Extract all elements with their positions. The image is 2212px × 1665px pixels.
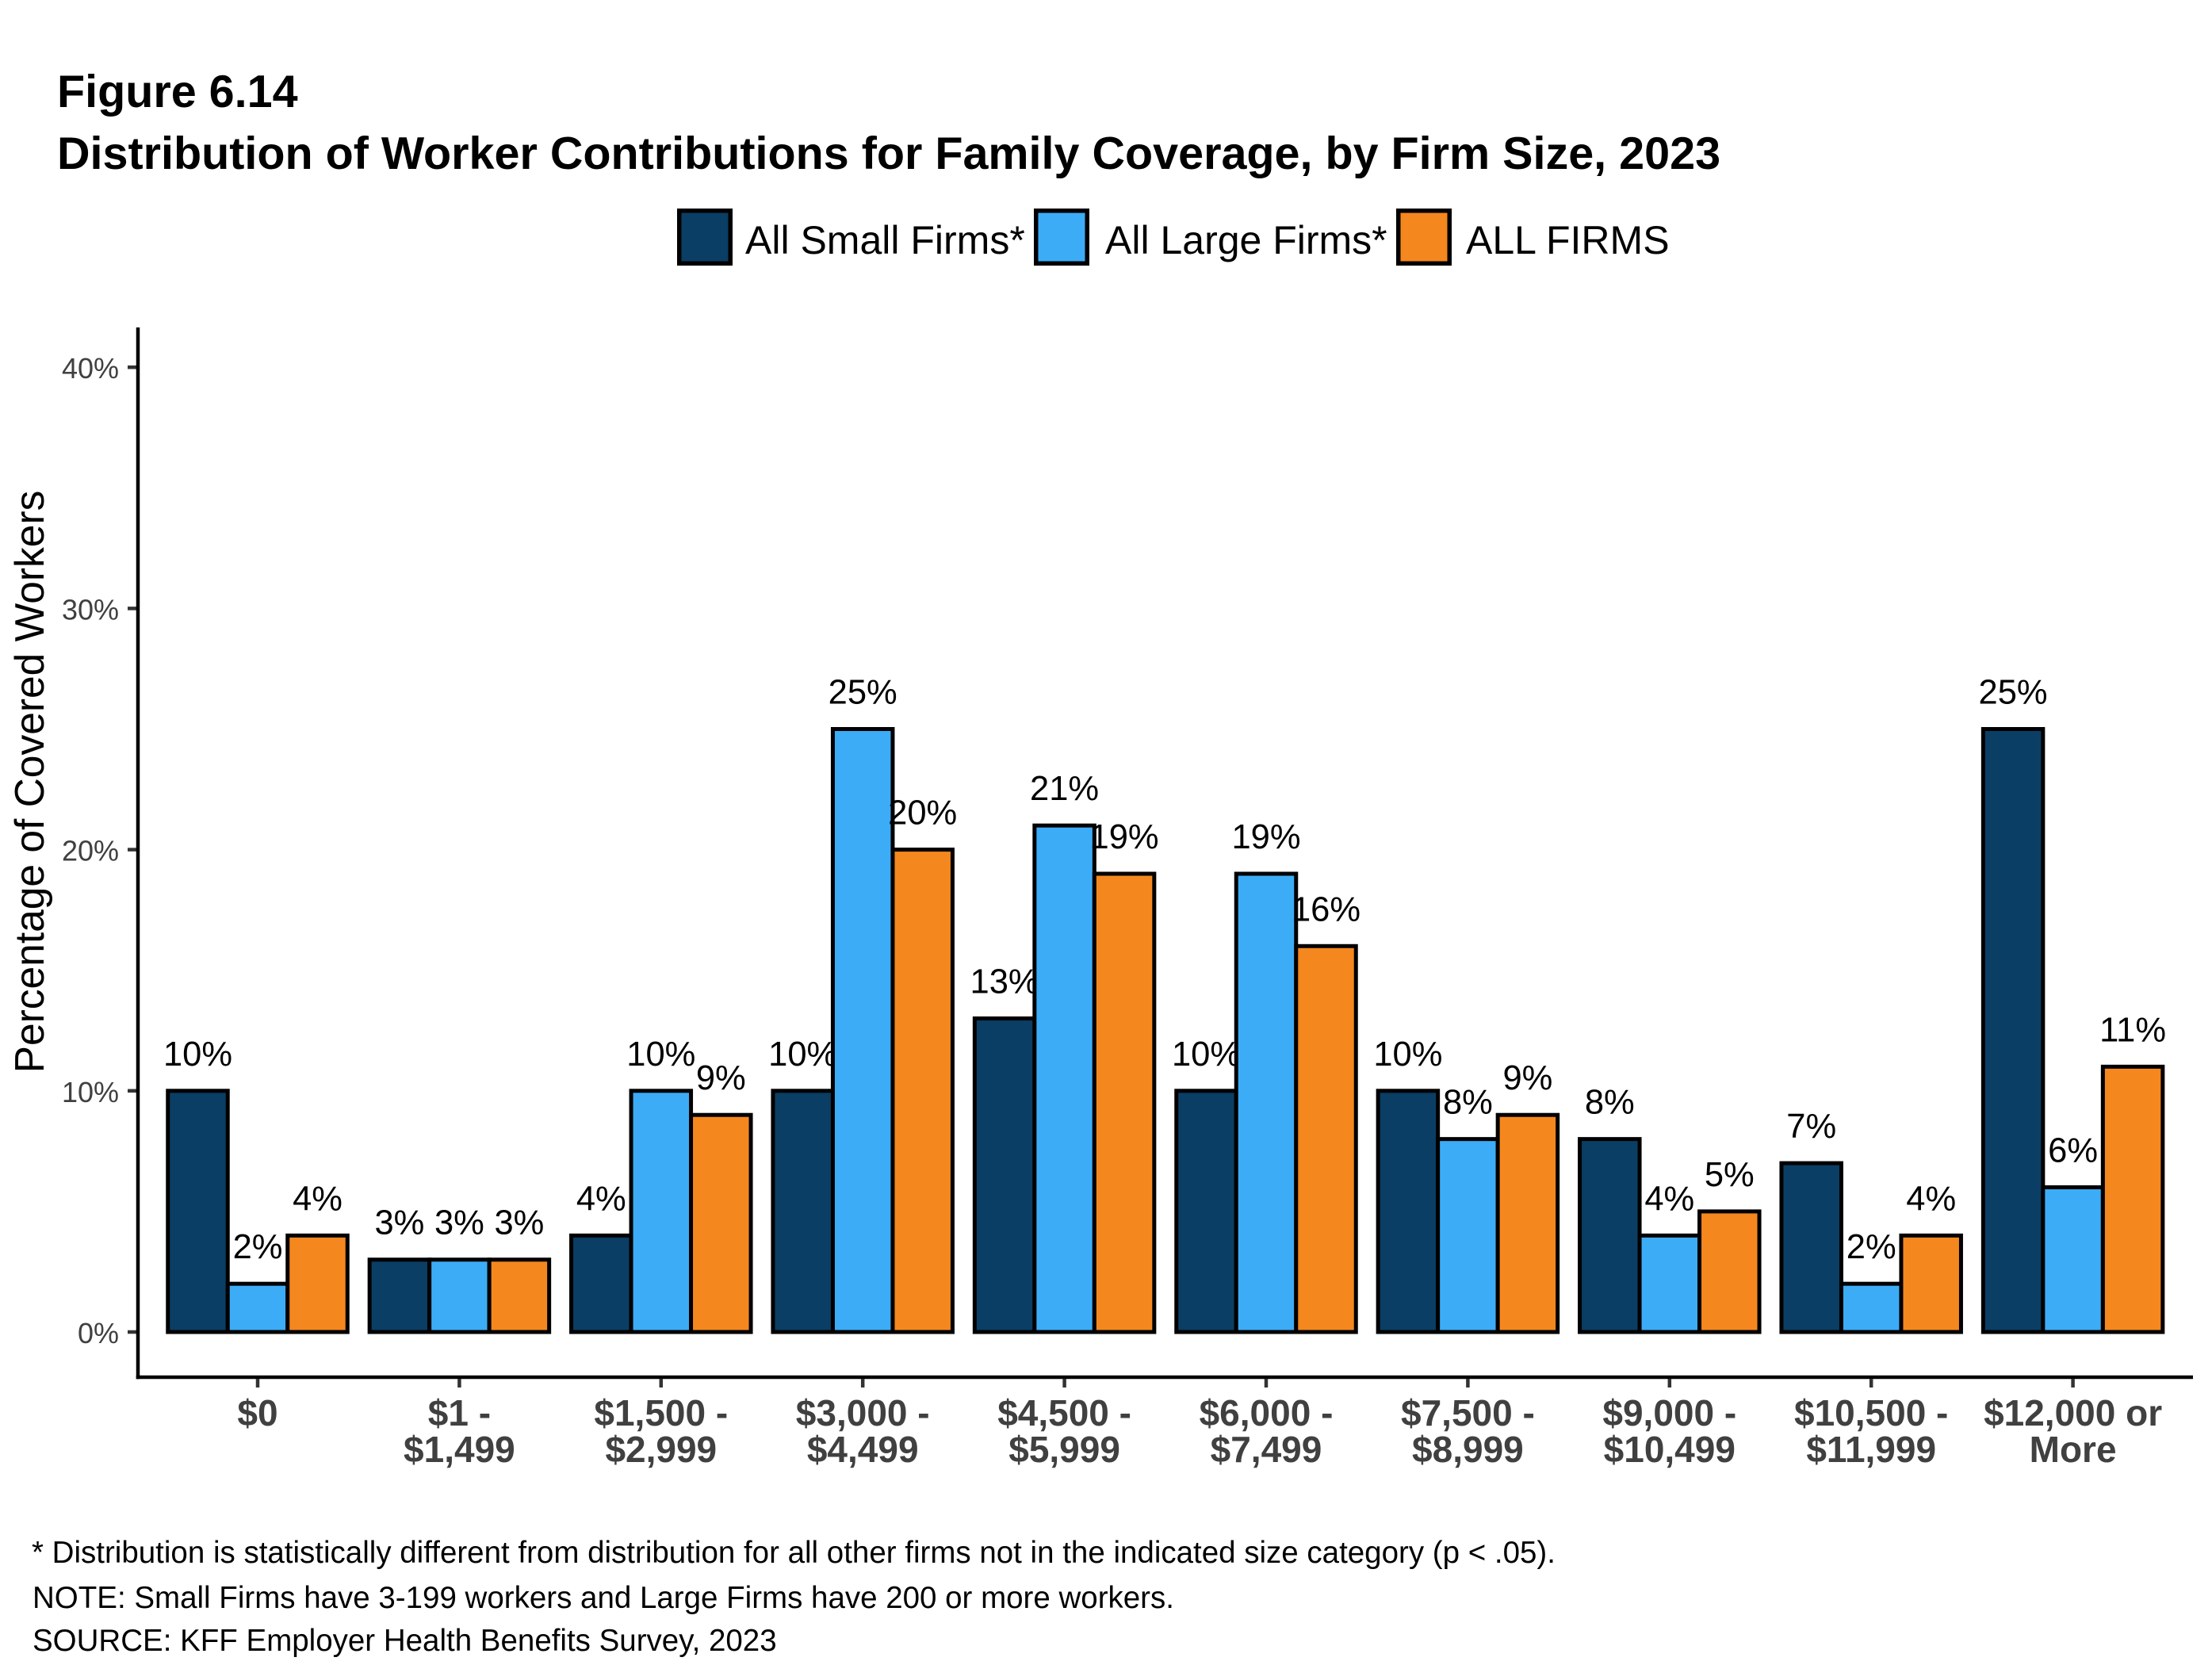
svg-text:5%: 5% bbox=[1705, 1156, 1755, 1194]
svg-text:$9,000 -: $9,000 - bbox=[1602, 1392, 1736, 1433]
svg-text:2%: 2% bbox=[233, 1228, 283, 1266]
svg-text:25%: 25% bbox=[1979, 674, 2048, 712]
svg-text:Percentage of Covered Workers: Percentage of Covered Workers bbox=[6, 491, 52, 1074]
svg-text:$6,000 -: $6,000 - bbox=[1200, 1392, 1334, 1433]
svg-text:$1,500 -: $1,500 - bbox=[594, 1392, 728, 1433]
svg-text:* Distribution is statisticall: * Distribution is statistically differen… bbox=[32, 1536, 1556, 1570]
svg-text:$10,500 -: $10,500 - bbox=[1794, 1392, 1948, 1433]
svg-text:40%: 40% bbox=[62, 352, 119, 385]
svg-text:25%: 25% bbox=[829, 674, 897, 712]
svg-text:$2,999: $2,999 bbox=[605, 1429, 717, 1470]
svg-text:4%: 4% bbox=[1644, 1180, 1694, 1218]
svg-text:All Large Firms*: All Large Firms* bbox=[1105, 218, 1387, 262]
svg-text:Figure 6.14: Figure 6.14 bbox=[57, 67, 298, 117]
svg-text:$12,000 or: $12,000 or bbox=[1984, 1392, 2162, 1433]
svg-text:20%: 20% bbox=[888, 794, 957, 832]
svg-text:$1 -: $1 - bbox=[428, 1392, 491, 1433]
svg-text:3%: 3% bbox=[494, 1204, 544, 1242]
svg-text:$0: $0 bbox=[237, 1392, 277, 1433]
svg-text:$7,499: $7,499 bbox=[1211, 1429, 1322, 1470]
svg-text:ALL FIRMS: ALL FIRMS bbox=[1466, 218, 1670, 262]
svg-text:SOURCE: KFF Employer Health Be: SOURCE: KFF Employer Health Benefits Sur… bbox=[33, 1624, 777, 1658]
svg-text:0%: 0% bbox=[78, 1317, 119, 1349]
svg-text:4%: 4% bbox=[1906, 1180, 1956, 1218]
svg-text:$1,499: $1,499 bbox=[404, 1429, 515, 1470]
svg-text:9%: 9% bbox=[696, 1059, 746, 1097]
svg-text:10%: 10% bbox=[626, 1035, 695, 1074]
svg-text:2%: 2% bbox=[1847, 1228, 1896, 1266]
svg-text:$11,999: $11,999 bbox=[1806, 1429, 1936, 1470]
svg-text:10%: 10% bbox=[62, 1076, 119, 1108]
svg-text:$4,499: $4,499 bbox=[807, 1429, 919, 1470]
svg-text:10%: 10% bbox=[768, 1035, 837, 1074]
svg-text:19%: 19% bbox=[1231, 818, 1300, 856]
svg-text:7%: 7% bbox=[1786, 1108, 1836, 1146]
svg-text:11%: 11% bbox=[2099, 1011, 2166, 1049]
svg-text:$7,500 -: $7,500 - bbox=[1401, 1392, 1535, 1433]
svg-text:$8,999: $8,999 bbox=[1412, 1429, 1524, 1470]
svg-text:13%: 13% bbox=[970, 963, 1039, 1001]
svg-text:$10,499: $10,499 bbox=[1604, 1429, 1736, 1470]
svg-text:19%: 19% bbox=[1090, 818, 1159, 856]
svg-text:4%: 4% bbox=[293, 1180, 343, 1218]
svg-text:8%: 8% bbox=[1443, 1084, 1493, 1122]
svg-text:6%: 6% bbox=[2048, 1132, 2098, 1170]
svg-text:10%: 10% bbox=[163, 1035, 232, 1074]
svg-text:Distribution of Worker Contrib: Distribution of Worker Contributions for… bbox=[57, 128, 1720, 179]
svg-text:20%: 20% bbox=[62, 835, 119, 867]
svg-text:$3,000 -: $3,000 - bbox=[796, 1392, 930, 1433]
svg-text:NOTE: Small Firms have 3-199 w: NOTE: Small Firms have 3-199 workers and… bbox=[33, 1581, 1174, 1615]
svg-text:3%: 3% bbox=[434, 1204, 484, 1242]
svg-text:10%: 10% bbox=[1373, 1035, 1442, 1074]
svg-text:21%: 21% bbox=[1030, 770, 1099, 808]
svg-text:All Small Firms*: All Small Firms* bbox=[745, 218, 1025, 262]
svg-text:8%: 8% bbox=[1585, 1084, 1635, 1122]
svg-text:9%: 9% bbox=[1502, 1059, 1552, 1097]
svg-text:30%: 30% bbox=[62, 593, 119, 626]
svg-text:10%: 10% bbox=[1172, 1035, 1241, 1074]
svg-text:$4,500 -: $4,500 - bbox=[997, 1392, 1131, 1433]
svg-text:More: More bbox=[2030, 1429, 2117, 1470]
svg-text:16%: 16% bbox=[1292, 890, 1360, 928]
svg-text:4%: 4% bbox=[576, 1180, 626, 1218]
svg-text:$5,999: $5,999 bbox=[1008, 1429, 1120, 1470]
svg-text:3%: 3% bbox=[374, 1204, 424, 1242]
